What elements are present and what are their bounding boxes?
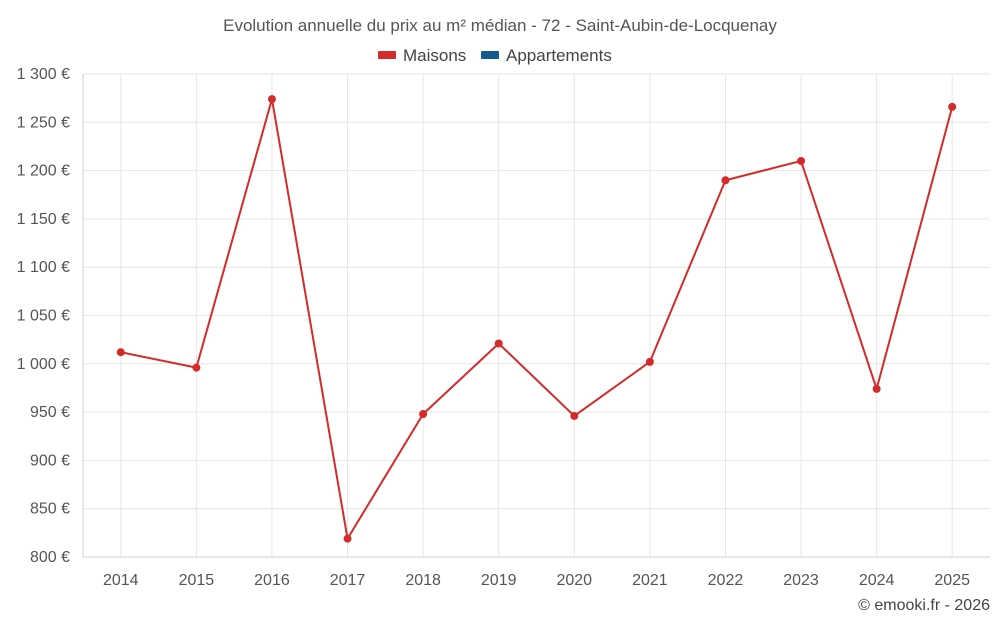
y-tick-label: 1 100 € <box>17 259 70 276</box>
x-tick-label: 2024 <box>859 572 895 589</box>
data-point[interactable] <box>267 95 276 104</box>
data-point[interactable] <box>872 384 881 393</box>
x-tick-label: 2015 <box>179 572 215 589</box>
y-tick-label: 1 000 € <box>17 356 70 373</box>
x-tick-label: 2025 <box>934 572 970 589</box>
y-tick-label: 1 200 € <box>17 163 70 180</box>
legend: Maisons Appartements <box>378 46 612 65</box>
data-point[interactable] <box>948 102 957 111</box>
y-tick-label: 950 € <box>30 404 70 421</box>
legend-item-maisons[interactable]: Maisons <box>378 46 466 65</box>
data-point[interactable] <box>419 410 428 419</box>
x-tick-label: 2022 <box>708 572 744 589</box>
series-maisons <box>116 95 957 543</box>
x-tick-label: 2023 <box>783 572 819 589</box>
legend-item-appartements[interactable]: Appartements <box>481 46 612 65</box>
x-tick-label: 2017 <box>330 572 366 589</box>
data-point[interactable] <box>570 411 579 420</box>
data-point[interactable] <box>343 534 352 543</box>
chart-title: Evolution annuelle du prix au m² médian … <box>223 16 777 35</box>
x-tick-label: 2018 <box>405 572 441 589</box>
data-point[interactable] <box>797 156 806 165</box>
credit-text: © emooki.fr - 2026 <box>858 597 990 614</box>
x-tick-label: 2016 <box>254 572 290 589</box>
series-line-maisons <box>120 98 954 540</box>
data-point[interactable] <box>494 339 503 348</box>
y-tick-label: 1 300 € <box>17 66 70 83</box>
legend-label-appartements: Appartements <box>506 46 612 65</box>
legend-swatch-maisons <box>378 51 396 59</box>
data-point[interactable] <box>721 176 730 185</box>
grid <box>83 73 990 557</box>
y-tick-label: 900 € <box>30 452 70 469</box>
data-point[interactable] <box>645 357 654 366</box>
x-tick-label: 2020 <box>556 572 592 589</box>
data-point[interactable] <box>192 363 201 372</box>
data-point[interactable] <box>116 348 125 357</box>
y-tick-label: 1 250 € <box>17 114 70 131</box>
legend-swatch-appartements <box>481 51 499 59</box>
x-tick-label: 2021 <box>632 572 668 589</box>
legend-label-maisons: Maisons <box>403 46 466 65</box>
x-tick-label: 2014 <box>103 572 139 589</box>
y-tick-label: 1 050 € <box>17 308 70 325</box>
axes: 800 € 850 € 900 € 950 € 1 000 € 1 050 € 1 100 … <box>17 66 990 589</box>
y-tick-label: 800 € <box>30 549 70 566</box>
y-tick-label: 1 150 € <box>17 211 70 228</box>
y-tick-label: 850 € <box>30 501 70 518</box>
x-tick-label: 2019 <box>481 572 517 589</box>
